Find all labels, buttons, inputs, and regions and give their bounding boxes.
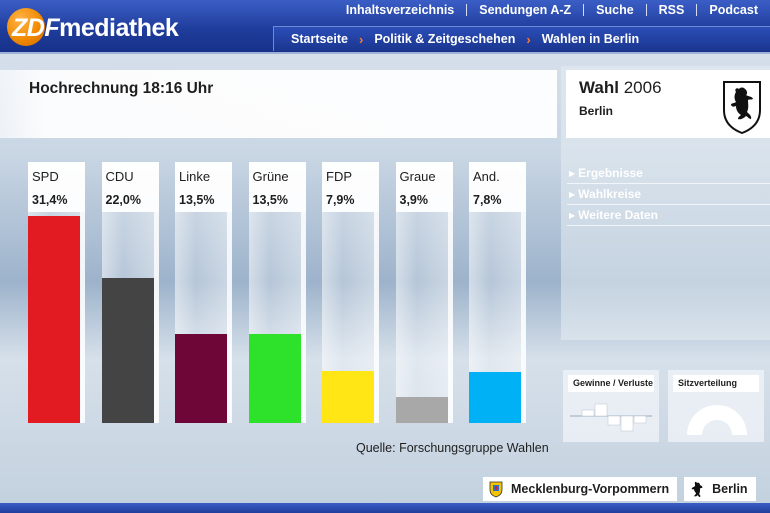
bar-header: Graue 3,9% (395, 162, 453, 212)
party-label: Linke (179, 169, 211, 184)
party-label: CDU (105, 169, 134, 184)
zdf-logo-circle-icon (7, 8, 45, 46)
bar-fill (395, 397, 448, 423)
state-switcher: Mecklenburg-Vorpommern Berlin (483, 477, 756, 501)
bar-6: And. 7,8% (469, 162, 533, 424)
top-bar: ZDFmediathek Inhaltsverzeichnis Sendunge… (0, 0, 770, 52)
nav-sendungen-a-z[interactable]: Sendungen A-Z (479, 3, 572, 17)
link-wahlkreise[interactable]: ▶ Wahlkreise (567, 184, 770, 205)
berlin-bear-small-icon (691, 481, 703, 497)
election-label: Wahl (579, 78, 619, 97)
state-button-berlin-label: Berlin (712, 482, 748, 496)
bar-fill (248, 334, 301, 423)
state-button-mecklenburg-label: Mecklenburg-Vorpommern (511, 482, 670, 496)
title-panel: Hochrechnung 18:16 Uhr (0, 70, 557, 138)
percentage-label: 13,5% (179, 193, 215, 207)
bar-tube (395, 212, 453, 423)
election-info-box: Wahl 2006 Berlin (566, 70, 770, 138)
seat-distribution-label: Sitzverteilung (673, 375, 759, 392)
bar-header: And. 7,8% (469, 162, 526, 212)
triangle-right-icon: ▶ (569, 168, 576, 178)
bar-4: FDP 7,9% (322, 162, 386, 424)
party-label: And. (473, 169, 500, 184)
bar-header: Grüne 13,5% (248, 162, 306, 212)
nav-suche[interactable]: Suche (596, 3, 634, 17)
chevron-right-icon: › (358, 31, 364, 47)
side-links: ▶ Ergebnisse ▶ Wahlkreise ▶ Weitere Date… (567, 163, 770, 226)
election-region: Berlin (579, 104, 614, 118)
nav-divider (583, 4, 585, 16)
nav-inhaltsverzeichnis[interactable]: Inhaltsverzeichnis (345, 3, 455, 17)
seat-distribution-widget[interactable]: Sitzverteilung (668, 370, 764, 442)
party-label: FDP (326, 169, 352, 184)
bar-2: Linke 13,5% (175, 162, 239, 424)
bar-fill (101, 278, 154, 423)
link-wahlkreise-label: Wahlkreise (578, 187, 642, 201)
chevron-right-icon: › (526, 31, 531, 47)
link-weitere-daten-label: Weitere Daten (578, 208, 658, 222)
party-label: Grüne (252, 169, 289, 184)
bar-fill (28, 216, 80, 423)
breadcrumb-politik[interactable]: Politik & Zeitgeschehen (374, 32, 516, 46)
bar-3: Grüne 13,5% (248, 162, 313, 424)
gains-losses-widget[interactable]: Gewinne / Verluste (563, 370, 659, 442)
bar-tube (101, 212, 159, 423)
state-button-berlin[interactable]: Berlin (684, 477, 756, 501)
breadcrumb: Startseite › Politik & Zeitgeschehen › W… (273, 26, 770, 51)
bar-header: FDP 7,9% (322, 162, 379, 212)
breadcrumb-startseite[interactable]: Startseite (291, 32, 348, 46)
nav-divider (645, 4, 647, 16)
nav-podcast[interactable]: Podcast (709, 3, 758, 17)
bar-tube (469, 212, 526, 423)
percentage-label: 3,9% (399, 193, 429, 207)
breadcrumb-wahlen-berlin[interactable]: Wahlen in Berlin (541, 32, 640, 46)
percentage-label: 22,0% (105, 193, 141, 207)
nav-divider (466, 4, 468, 16)
bar-tube (248, 212, 306, 423)
source-label: Quelle: Forschungsgruppe Wahlen (356, 441, 549, 455)
triangle-right-icon: ▶ (569, 210, 576, 220)
percentage-label: 7,9% (326, 193, 355, 207)
top-navigation: Inhaltsverzeichnis Sendungen A-Z Suche R… (334, 0, 770, 20)
election-title: Wahl 2006 (579, 78, 662, 98)
state-button-mecklenburg[interactable]: Mecklenburg-Vorpommern (483, 477, 678, 501)
bar-fill (175, 334, 227, 423)
percentage-label: 7,8% (473, 193, 502, 207)
triangle-right-icon: ▶ (569, 189, 576, 199)
gains-losses-label: Gewinne / Verluste (568, 375, 654, 392)
logo-zdf-text: ZDF (12, 14, 60, 42)
bar-0: SPD 31,4% (28, 162, 92, 424)
party-label: SPD (32, 169, 59, 184)
mecklenburg-crest-icon (489, 481, 503, 497)
bar-fill (322, 371, 374, 423)
page-title: Hochrechnung 18:16 Uhr (29, 80, 214, 97)
bar-header: CDU 22,0% (101, 162, 159, 212)
berlin-bear-crest-icon (723, 81, 761, 134)
bar-header: SPD 31,4% (28, 162, 85, 212)
parliament-semicircle-icon (687, 405, 747, 435)
percentage-label: 13,5% (252, 193, 288, 207)
zdf-mediathek-logo[interactable]: ZDFmediathek (12, 12, 179, 44)
bar-header: Linke 13,5% (175, 162, 232, 212)
bar-fill (469, 372, 521, 423)
bar-tube (28, 212, 85, 423)
bar-5: Graue 3,9% (395, 162, 460, 424)
party-label: Graue (399, 169, 436, 184)
percentage-label: 31,4% (32, 193, 68, 207)
link-weitere-daten[interactable]: ▶ Weitere Daten (567, 205, 770, 226)
link-ergebnisse-label: Ergebnisse (578, 166, 643, 180)
bar-tube (322, 212, 379, 423)
bar-tube (175, 212, 232, 423)
gains-losses-thumbnail-icon (570, 403, 652, 432)
header-divider (0, 52, 770, 54)
nav-divider (696, 4, 698, 16)
link-ergebnisse[interactable]: ▶ Ergebnisse (567, 163, 770, 184)
bar-1: CDU 22,0% (101, 162, 166, 424)
footer-bar (0, 503, 770, 513)
logo-mediathek-text: mediathek (59, 14, 179, 42)
nav-rss[interactable]: RSS (658, 3, 685, 17)
election-year: 2006 (623, 78, 662, 97)
